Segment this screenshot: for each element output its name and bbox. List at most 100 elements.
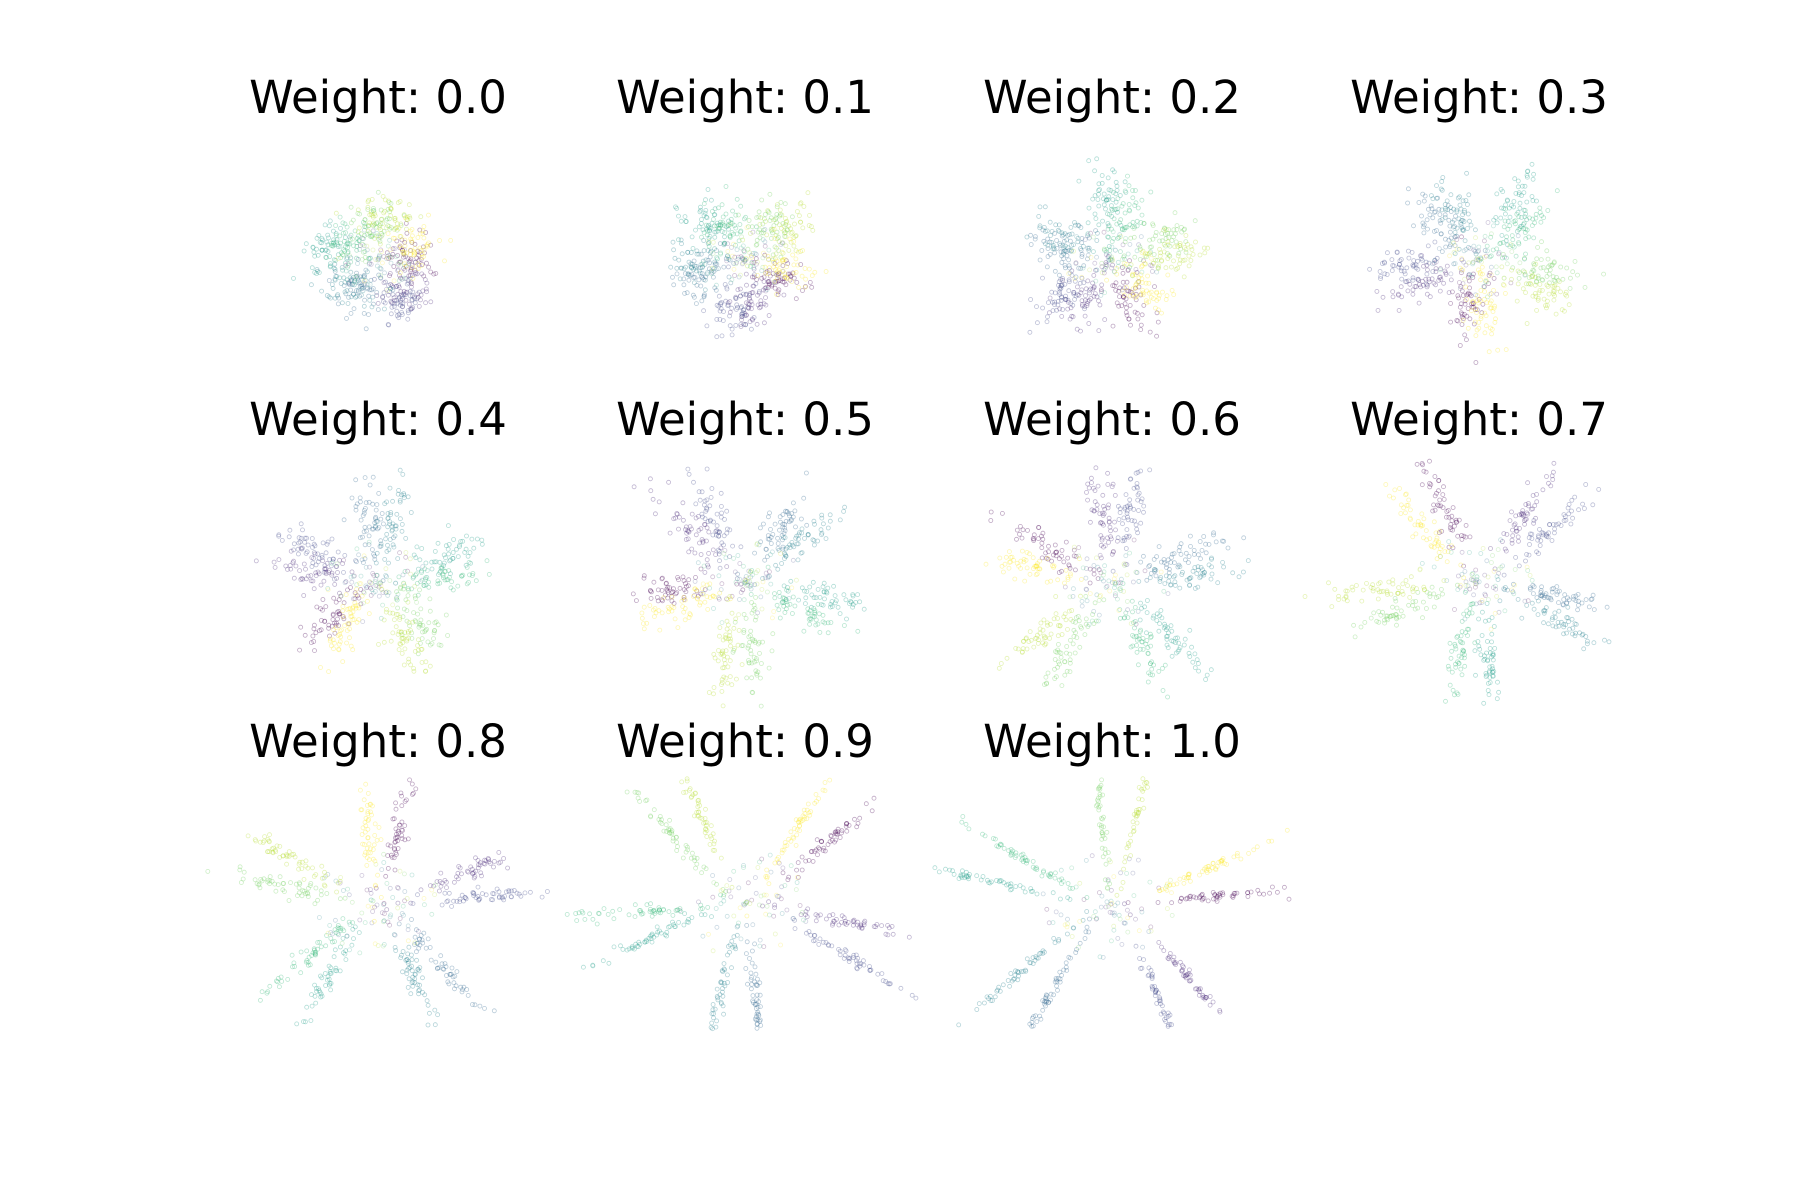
scatter-point [685, 249, 690, 255]
scatter-point [1382, 260, 1387, 266]
scatter-point [738, 305, 744, 311]
scatter-point [717, 558, 722, 564]
scatter-point [390, 287, 396, 293]
scatter-point [782, 201, 788, 207]
scatter-point [771, 279, 777, 285]
scatter-point [762, 264, 768, 270]
scatter-point [1549, 262, 1555, 268]
scatter-point [1501, 275, 1507, 281]
scatter-point [738, 203, 744, 209]
scatter-point [356, 280, 362, 286]
scatter-point [1130, 219, 1136, 225]
scatter-point [350, 617, 356, 623]
scatter-point [1058, 297, 1064, 303]
scatter-point [806, 610, 812, 616]
scatter-point [693, 227, 698, 233]
scatter-point [1543, 605, 1549, 611]
scatter-point [417, 621, 423, 627]
scatter-point [1166, 252, 1172, 258]
scatter-point [1368, 615, 1374, 621]
scatter-point [1458, 267, 1464, 273]
scatter-point [354, 247, 360, 253]
scatter-point [1047, 239, 1053, 245]
scatter-point [332, 295, 338, 301]
scatter-point [400, 303, 405, 309]
scatter-point [1122, 563, 1128, 568]
scatter-point [1474, 307, 1480, 313]
scatter-point [1119, 256, 1125, 262]
scatter-point [764, 554, 770, 560]
scatter-point [1410, 275, 1416, 281]
scatter-point [1551, 460, 1557, 466]
points [253, 467, 492, 675]
scatter-point [1490, 309, 1496, 315]
scatter-point [1099, 289, 1105, 295]
scatter-point [345, 261, 351, 267]
scatter-point [1053, 550, 1058, 555]
scatter-point [1186, 253, 1192, 259]
scatter-point [1054, 238, 1059, 243]
scatter-point [366, 220, 372, 226]
scatter-point [440, 571, 446, 577]
scatter-point [327, 633, 332, 639]
scatter-point [1543, 303, 1548, 309]
scatter-point [1385, 250, 1390, 256]
scatter-point [313, 570, 319, 576]
scatter-point [444, 577, 450, 583]
scatter-point [1546, 480, 1551, 486]
scatter-point [763, 270, 769, 276]
scatter-point [1151, 252, 1157, 257]
scatter-point [336, 646, 342, 652]
scatter-point [697, 270, 703, 276]
scatter-point [337, 275, 343, 281]
scatter-point [783, 243, 789, 249]
scatter-point [335, 549, 341, 555]
scatter-point [1086, 158, 1092, 164]
scatter-point [358, 581, 364, 587]
scatter-point [1056, 222, 1062, 228]
scatter-point [446, 551, 452, 557]
scatter-point [390, 251, 396, 257]
scatter-point [653, 511, 658, 517]
scatter-point [1520, 513, 1526, 519]
scatter-point [310, 244, 316, 250]
scatter-point [1130, 579, 1136, 585]
scatter-point [1141, 503, 1147, 509]
scatter-point [669, 608, 675, 614]
scatter-point [363, 259, 368, 264]
scatter-point [1197, 252, 1203, 258]
scatter-point [396, 278, 402, 283]
scatter-point [1448, 522, 1454, 527]
scatter-point [349, 277, 355, 283]
scatter-point [1572, 494, 1578, 500]
scatter-point [1208, 667, 1214, 673]
scatter-point [746, 660, 752, 666]
scatter-point [667, 530, 673, 536]
scatter-point [398, 300, 404, 306]
scatter-point [750, 690, 756, 696]
scatter-point [773, 278, 779, 284]
scatter-point [1193, 239, 1198, 245]
scatter-point [324, 541, 330, 547]
scatter-point [1155, 265, 1161, 271]
scatter-point [1596, 487, 1602, 492]
scatter-point [762, 575, 768, 581]
scatter-point [683, 589, 689, 595]
scatter-point [670, 239, 676, 245]
scatter-point [1462, 652, 1467, 658]
scatter-point [1370, 588, 1376, 594]
scatter-point [1161, 588, 1167, 594]
scatter-point [757, 305, 762, 311]
scatter-point [393, 283, 399, 289]
scatter-point [1126, 316, 1132, 322]
scatter-point [1490, 651, 1496, 657]
scatter-point [1123, 553, 1129, 559]
scatter-point [1433, 259, 1439, 265]
scatter-point [1014, 560, 1020, 566]
scatter-point [360, 600, 366, 606]
scatter-point [1079, 275, 1085, 281]
scatter-point [1452, 224, 1458, 229]
scatter-point [337, 639, 343, 645]
scatter-point [1144, 300, 1150, 306]
